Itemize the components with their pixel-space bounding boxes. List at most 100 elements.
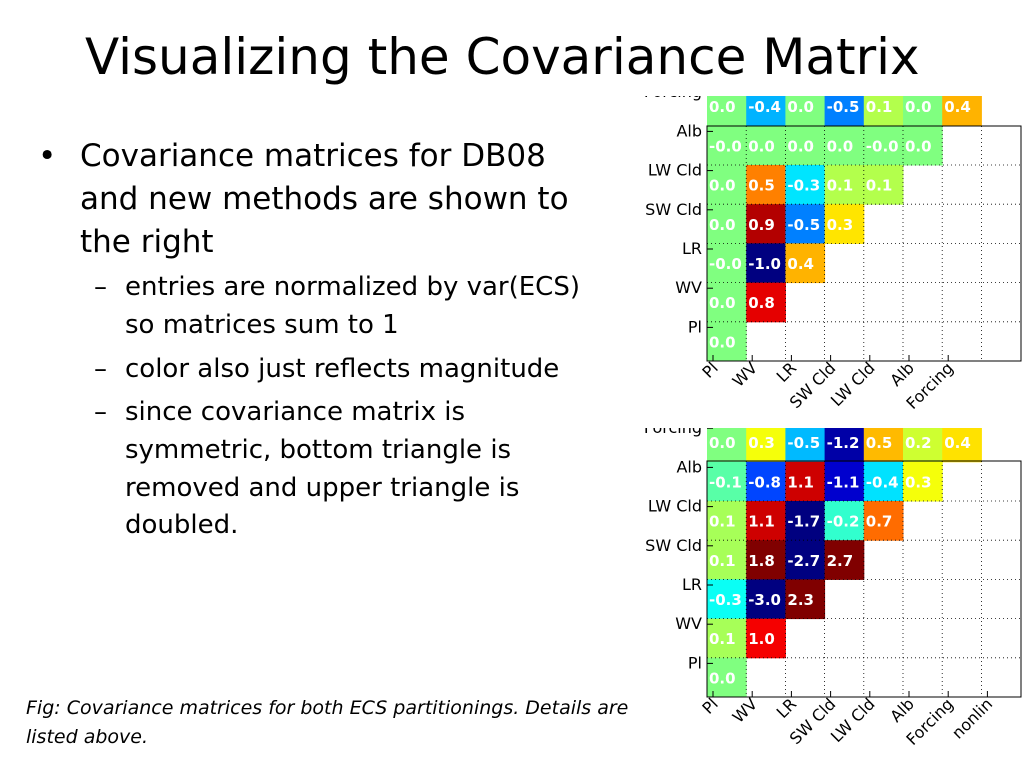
heatmap-cell <box>824 125 865 166</box>
bullet-main: • Covariance matrices for DB08 and new m… <box>38 135 608 263</box>
cell-value-label: 0.1 <box>866 177 893 195</box>
cell-value-label: -1.2 <box>827 434 860 452</box>
cell-value-label: 0.5 <box>866 434 893 452</box>
heatmap-new-approach-svg: New Approach-0.0-0.10.2-0.2-0.00.10.00.0… <box>644 379 1022 749</box>
cell-value-label: -1.0 <box>748 255 781 273</box>
cell-value-label: -0.2 <box>827 513 860 531</box>
sub-bullet: – color also just reflects magnitude <box>38 351 608 389</box>
y-tick-label: Alb <box>676 121 702 140</box>
cell-value-label: 2.3 <box>787 591 814 609</box>
slide-title: Visualizing the Covariance Matrix <box>85 28 920 86</box>
cell-value-label: 0.0 <box>905 137 932 155</box>
heatmap-cell <box>785 125 826 166</box>
cell-value-label: 0.3 <box>827 216 854 234</box>
heatmap-cell <box>785 540 826 580</box>
x-tick-label: nonlin <box>948 694 996 742</box>
cell-value-label: 0.0 <box>827 137 854 155</box>
dash-icon: – <box>94 272 107 303</box>
figure-caption: Fig: Covariance matrices for both ECS pa… <box>26 697 629 749</box>
heatmap-cell <box>746 461 786 502</box>
heatmap-cell <box>785 501 826 541</box>
heatmap-cell <box>746 165 786 205</box>
bullet-main-text: Covariance matrices for DB08 and new met… <box>80 138 569 260</box>
heatmap-cell <box>903 461 943 502</box>
cell-value-label: 0.3 <box>905 473 932 491</box>
heatmap-cell <box>785 461 826 502</box>
x-tick-label: LR <box>773 694 801 722</box>
heatmap-cell <box>707 657 747 698</box>
heatmap-cell <box>707 125 747 166</box>
cell-value-label: 0.4 <box>787 255 814 273</box>
cell-value-label: 0.4 <box>944 434 971 452</box>
bullet-list: • Covariance matrices for DB08 and new m… <box>38 135 608 545</box>
heatmap-cell <box>746 618 786 659</box>
cell-value-label: 0.1 <box>709 630 736 648</box>
cell-value-label: -0.8 <box>748 473 781 491</box>
cell-value-label: 1.8 <box>748 552 775 570</box>
cell-value-label: -0.3 <box>709 591 742 609</box>
heatmap-db08-svg: DB080.0-0.40.0-0.50.10.00.4-0.00.00.00.0… <box>644 82 1022 413</box>
heatmap-new-approach: New Approach-0.0-0.10.2-0.2-0.00.10.00.0… <box>626 379 1024 772</box>
cell-value-label: 0.0 <box>748 137 775 155</box>
x-tick-label: WV <box>729 358 761 390</box>
heatmap-db08: DB080.0-0.40.0-0.50.10.00.4-0.00.00.00.0… <box>626 82 1024 436</box>
heatmap-cell <box>942 422 982 463</box>
x-tick-label: LW Cld <box>827 694 879 746</box>
bullet-dot-icon: • <box>38 138 57 174</box>
heatmap-cell <box>863 501 904 541</box>
sub-bullet-text: color also just reflects magnitude <box>125 353 560 384</box>
x-tick-label: WV <box>729 694 761 726</box>
cell-value-label: -0.5 <box>827 98 860 116</box>
cell-value-label: 0.0 <box>709 216 736 234</box>
heatmap-cell <box>707 540 747 580</box>
heatmap-cell <box>746 501 786 541</box>
cell-value-label: -1.7 <box>787 513 820 531</box>
y-tick-label: WV <box>675 278 702 297</box>
cell-value-label: 1.1 <box>748 513 775 531</box>
heatmap-cell <box>746 243 786 284</box>
cell-value-label: -1.1 <box>827 473 860 491</box>
cell-value-label: -0.1 <box>709 473 742 491</box>
heatmap-cell <box>707 579 747 620</box>
cell-value-label: 0.0 <box>787 98 814 116</box>
cell-value-label: 0.0 <box>709 98 736 116</box>
y-tick-label: Pl <box>688 317 702 336</box>
heatmap-cell <box>707 501 747 541</box>
cell-value-label: -2.7 <box>787 552 820 570</box>
heatmap-cell <box>903 125 943 166</box>
y-tick-label: LW Cld <box>648 497 702 516</box>
cell-value-label: -0.0 <box>709 137 742 155</box>
heatmap-cell <box>785 243 826 284</box>
cell-value-label: 0.2 <box>905 434 932 452</box>
cell-value-label: -0.4 <box>748 98 781 116</box>
cell-value-label: -0.0 <box>709 255 742 273</box>
dash-icon: – <box>94 353 107 384</box>
cell-value-label: 0.1 <box>709 513 736 531</box>
heatmap-cell <box>707 243 747 284</box>
cell-value-label: -0.5 <box>787 216 820 234</box>
heatmap-cell <box>785 204 826 244</box>
cell-value-label: -0.0 <box>866 137 899 155</box>
heatmap-cell <box>707 282 747 323</box>
y-tick-label: LW Cld <box>648 161 702 180</box>
cell-value-label: 0.1 <box>709 552 736 570</box>
heatmap-cell <box>785 422 826 463</box>
y-tick-label: LR <box>682 575 702 594</box>
heatmap-cell <box>824 461 865 502</box>
cell-value-label: 0.1 <box>866 98 893 116</box>
cell-value-label: 0.8 <box>748 294 775 312</box>
heatmap-cell <box>707 204 747 244</box>
heatmap-cell <box>824 540 865 580</box>
x-tick-label: Alb <box>886 358 917 389</box>
cell-value-label: 2.7 <box>827 552 854 570</box>
heatmap-cell <box>707 321 747 362</box>
cell-value-label: -0.3 <box>787 177 820 195</box>
heatmap-cell <box>824 204 865 244</box>
cell-value-label: 0.0 <box>787 137 814 155</box>
heatmap-cell <box>746 125 786 166</box>
cell-value-label: -3.0 <box>748 591 781 609</box>
cell-value-label: 0.9 <box>748 216 775 234</box>
heatmap-cell <box>785 579 826 620</box>
heatmap-cell <box>863 125 904 166</box>
heatmap-cell <box>707 165 747 205</box>
